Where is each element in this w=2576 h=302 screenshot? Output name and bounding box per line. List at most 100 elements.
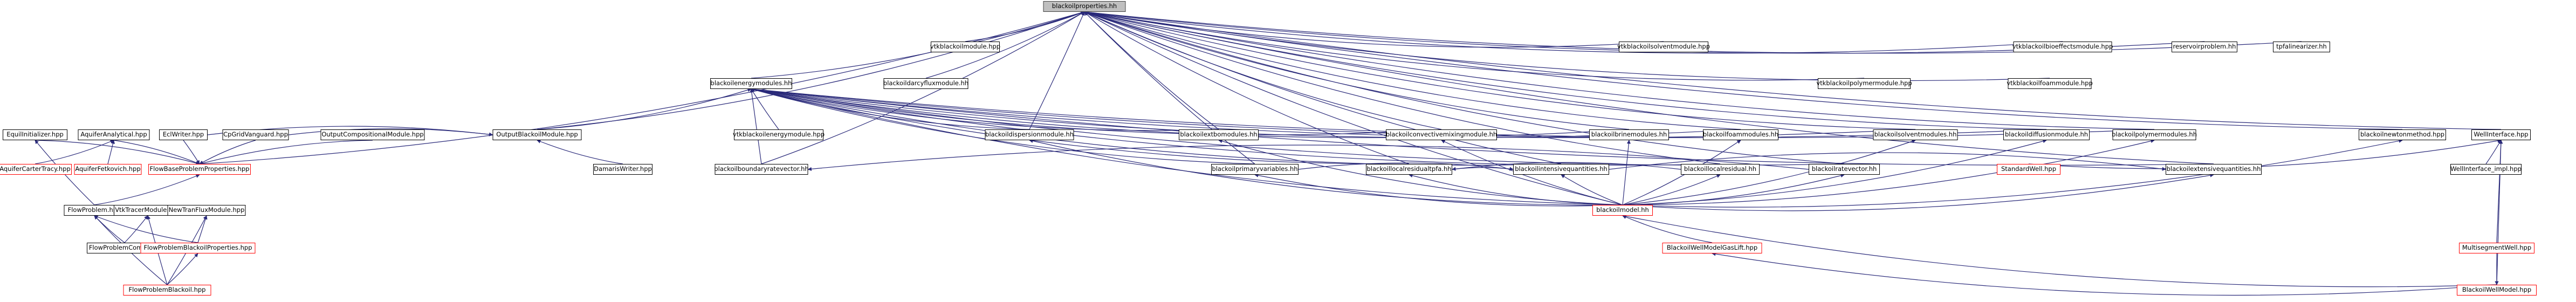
graph-edge: [751, 11, 1085, 79]
graph-node-flowproblemblackoil-hpp[interactable]: FlowProblemBlackoil.hpp: [123, 285, 211, 296]
graph-node-standardwell-hpp[interactable]: StandardWell.hpp: [1997, 164, 2060, 175]
graph-node-blackoilfoammodules-hh[interactable]: blackoilfoammodules.hh: [1703, 129, 1778, 140]
graph-edge: [1712, 252, 2497, 296]
graph-node-label: AquiferFetkovich.hpp: [75, 165, 141, 173]
graph-edge: [1084, 11, 1410, 164]
graph-node-blackoilconvectivemixingmodule-hh[interactable]: blackoilconvectivemixingmodule.hh: [1386, 129, 1497, 140]
graph-node-label: tpfalinearizer.hh: [2276, 43, 2327, 51]
graph-node-blackoillocalresidualtpfa-hh[interactable]: blackoillocalresidualtpfa.hh: [1366, 164, 1452, 175]
graph-node-blackoildiffusionmodule-hh[interactable]: blackoildiffusionmodule.hh: [2003, 129, 2090, 140]
graph-node-label: blackoillocalresidual.hh: [1684, 165, 1757, 173]
graph-node-vtkblackoilmodule-hpp[interactable]: vtkblackoilmodule.hpp: [930, 42, 1000, 52]
graph-edge: [1218, 139, 1623, 205]
graph-node-blackoilenergymodules-hh[interactable]: blackoilenergymodules.hh: [710, 78, 792, 89]
graph-edge: [1084, 11, 1741, 130]
graph-edge: [1561, 174, 1623, 205]
graph-node-newtranfluxmodule-hpp[interactable]: NewTranFluxModule.hpp: [167, 205, 246, 216]
graph-node-label: BlackoilWellModelGasLift.hpp: [1666, 244, 1758, 252]
graph-edge: [750, 88, 762, 164]
graph-node-outputcompositionalmodule-hpp[interactable]: OutputCompositionalModule.hpp: [320, 129, 425, 140]
graph-edge: [1084, 11, 1562, 164]
graph-edge: [94, 215, 198, 243]
graph-node-blackoilpolymermodules-hh[interactable]: blackoilpolymermodules.hh: [2112, 129, 2197, 140]
graph-edge: [35, 140, 114, 164]
graph-node-blackoilwellmodelgaslift-hpp[interactable]: BlackoilWellModelGasLift.hpp: [1662, 243, 1762, 253]
graph-edge: [1622, 215, 1713, 243]
graph-node-vtkblackoilfoammodule-hpp[interactable]: vtkblackoilfoammodule.hpp: [2007, 78, 2093, 89]
graph-node-vtkblackoilenergymodule-hpp[interactable]: vtkblackoilenergymodule.hpp: [733, 129, 825, 140]
graph-node-wellinterface-hpp[interactable]: WellInterface.hpp: [2471, 129, 2531, 140]
graph-node-blackoilratevector-hh[interactable]: blackoilratevector.hh: [1809, 164, 1880, 175]
graph-edge: [1084, 11, 1255, 164]
graph-node-cpgridvanguard-hpp[interactable]: CpGridVanguard.hpp: [222, 129, 289, 140]
graph-node-label: WellInterface.hpp: [2474, 131, 2529, 139]
graph-edge: [1622, 139, 1916, 205]
graph-edge: [1084, 11, 1916, 130]
graph-node-label: vtkblackoilbioeffectsmodule.hpp: [2012, 43, 2113, 51]
graph-node-blackoilwellmodel-hpp[interactable]: BlackoilWellModel.hpp: [2457, 285, 2537, 296]
graph-node-vtkblackoilpolymermodule-hpp[interactable]: vtkblackoilpolymermodule.hpp: [1816, 78, 1912, 89]
graph-edge: [1622, 139, 2403, 208]
graph-edge: [1084, 11, 1845, 164]
graph-node-wellinterface_impl-hpp[interactable]: WellInterface_impl.hpp: [2450, 164, 2522, 175]
graph-edge: [807, 145, 1809, 171]
graph-node-blackoilprimaryvariables-hh[interactable]: blackoilprimaryvariables.hh: [1211, 164, 1299, 175]
graph-node-blackoilintensivequantities-hh[interactable]: blackoilintensivequantities.hh: [1513, 164, 1609, 175]
graph-node-blackoilbrinemodules-hh[interactable]: blackoilbrinemodules.hh: [1589, 129, 1669, 140]
graph-node-tpfalinearizer-hh[interactable]: tpfalinearizer.hh: [2273, 42, 2330, 52]
graph-edge: [1029, 11, 1085, 130]
graph-edge: [1084, 10, 2403, 130]
graph-node-damariswriter-hpp[interactable]: DamarisWriter.hpp: [593, 164, 652, 175]
graph-edge: [925, 11, 1085, 79]
graph-node-label: vtkblackoilsolventmodule.hpp: [1617, 43, 1711, 51]
graph-edge: [751, 88, 1030, 130]
graph-node-blackoilextensivequantities-hh[interactable]: blackoilextensivequantities.hh: [2166, 164, 2262, 175]
graph-node-label: blackoilmodel.hh: [1596, 206, 1649, 214]
graph-node-label: vtkblackoilpolymermodule.hpp: [1816, 79, 1912, 87]
graph-edge: [1084, 10, 2502, 130]
graph-node-aquiferanalytical-hpp[interactable]: AquiferAnalytical.hpp: [78, 129, 150, 140]
graph-node-label: EquilInitializer.hpp: [6, 131, 64, 139]
graph-node-flowbaseproblemproperties-hpp[interactable]: FlowBaseProblemProperties.hpp: [148, 164, 251, 175]
graph-node-blackoilextbomodules-hh[interactable]: blackoilextbomodules.hh: [1179, 129, 1259, 140]
graph-node-blackoildispersionmodule-hh[interactable]: blackoildispersionmodule.hh: [985, 129, 1074, 140]
graph-node-flowproblemblackoilproperties-hpp[interactable]: FlowProblemBlackoilProperties.hpp: [140, 243, 256, 253]
graph-node-eclwriter-hpp[interactable]: EclWriter.hpp: [159, 129, 208, 140]
graph-edge: [537, 140, 623, 164]
graph-node-blackoilnewtonmethod-hpp[interactable]: blackoilnewtonmethod.hpp: [2359, 129, 2446, 140]
graph-node-label: blackoilsolventmodules.hh: [1874, 131, 1957, 139]
graph-node-label: FlowBaseProblemProperties.hpp: [149, 165, 250, 173]
graph-node-label: blackoilconvectivemixingmodule.hh: [1385, 131, 1497, 139]
graph-node-blackoildarcyfluxmodule-hh[interactable]: blackoildarcyfluxmodule.hh: [883, 78, 968, 89]
graph-node-vtkblackoilbioeffectsmodule-hpp[interactable]: vtkblackoilbioeffectsmodule.hpp: [2012, 42, 2113, 52]
graph-node-label: EclWriter.hpp: [162, 131, 204, 139]
graph-node-label: OutputCompositionalModule.hpp: [321, 131, 424, 139]
graph-edge: [537, 88, 752, 130]
graph-node-blackoilboundaryratevector-hh[interactable]: blackoilboundaryratevector.hh: [714, 164, 809, 175]
graph-node-blackoilsolventmodules-hh[interactable]: blackoilsolventmodules.hh: [1873, 129, 1958, 140]
graph-edge: [1298, 162, 1514, 171]
graph-node-label: blackoilintensivequantities.hh: [1515, 165, 1608, 173]
graph-node-blackoilproperties-hh[interactable]: blackoilproperties.hh: [1043, 1, 1126, 12]
graph-node-blackoilmodel-hh[interactable]: blackoilmodel.hh: [1592, 205, 1653, 216]
graph-node-outputblackoilmodule-hpp[interactable]: OutputBlackoilModule.hpp: [492, 129, 582, 140]
graph-edge: [761, 11, 1085, 164]
graph-node-label: blackoilextbomodules.hh: [1180, 131, 1258, 139]
graph-edge: [1084, 11, 1623, 205]
graph-node-multisegmentwell-hpp[interactable]: MultisegmentWell.hpp: [2459, 243, 2534, 253]
graph-node-label: FlowProblemBlackoil.hpp: [128, 286, 206, 294]
graph-node-label: BlackoilWellModel.hpp: [2462, 286, 2532, 294]
graph-node-label: FlowProblemBlackoilProperties.hpp: [143, 244, 252, 252]
graph-node-label: blackoildiffusionmodule.hh: [2004, 131, 2089, 139]
graph-node-aquifercartertracy-hpp[interactable]: AquiferCarterTracy.hpp: [0, 164, 72, 175]
graph-edge: [1084, 10, 1865, 81]
graph-node-vtkblackoilsolventmodule-hpp[interactable]: vtkblackoilsolventmodule.hpp: [1617, 42, 1711, 52]
graph-edge: [1622, 214, 2497, 287]
graph-edge: [2028, 139, 2502, 169]
graph-node-blackoillocalresidual-hh[interactable]: blackoillocalresidual.hh: [1681, 164, 1760, 175]
graph-node-aquiferfetkovich-hpp[interactable]: AquiferFetkovich.hpp: [74, 164, 142, 175]
graph-edge: [183, 140, 200, 164]
graph-node-equilinitializer-hpp[interactable]: EquilInitializer.hpp: [3, 129, 67, 140]
graph-node-reservoirproblem-hh[interactable]: reservoirproblem.hh: [2172, 42, 2237, 52]
graph-edge: [1084, 10, 2063, 54]
